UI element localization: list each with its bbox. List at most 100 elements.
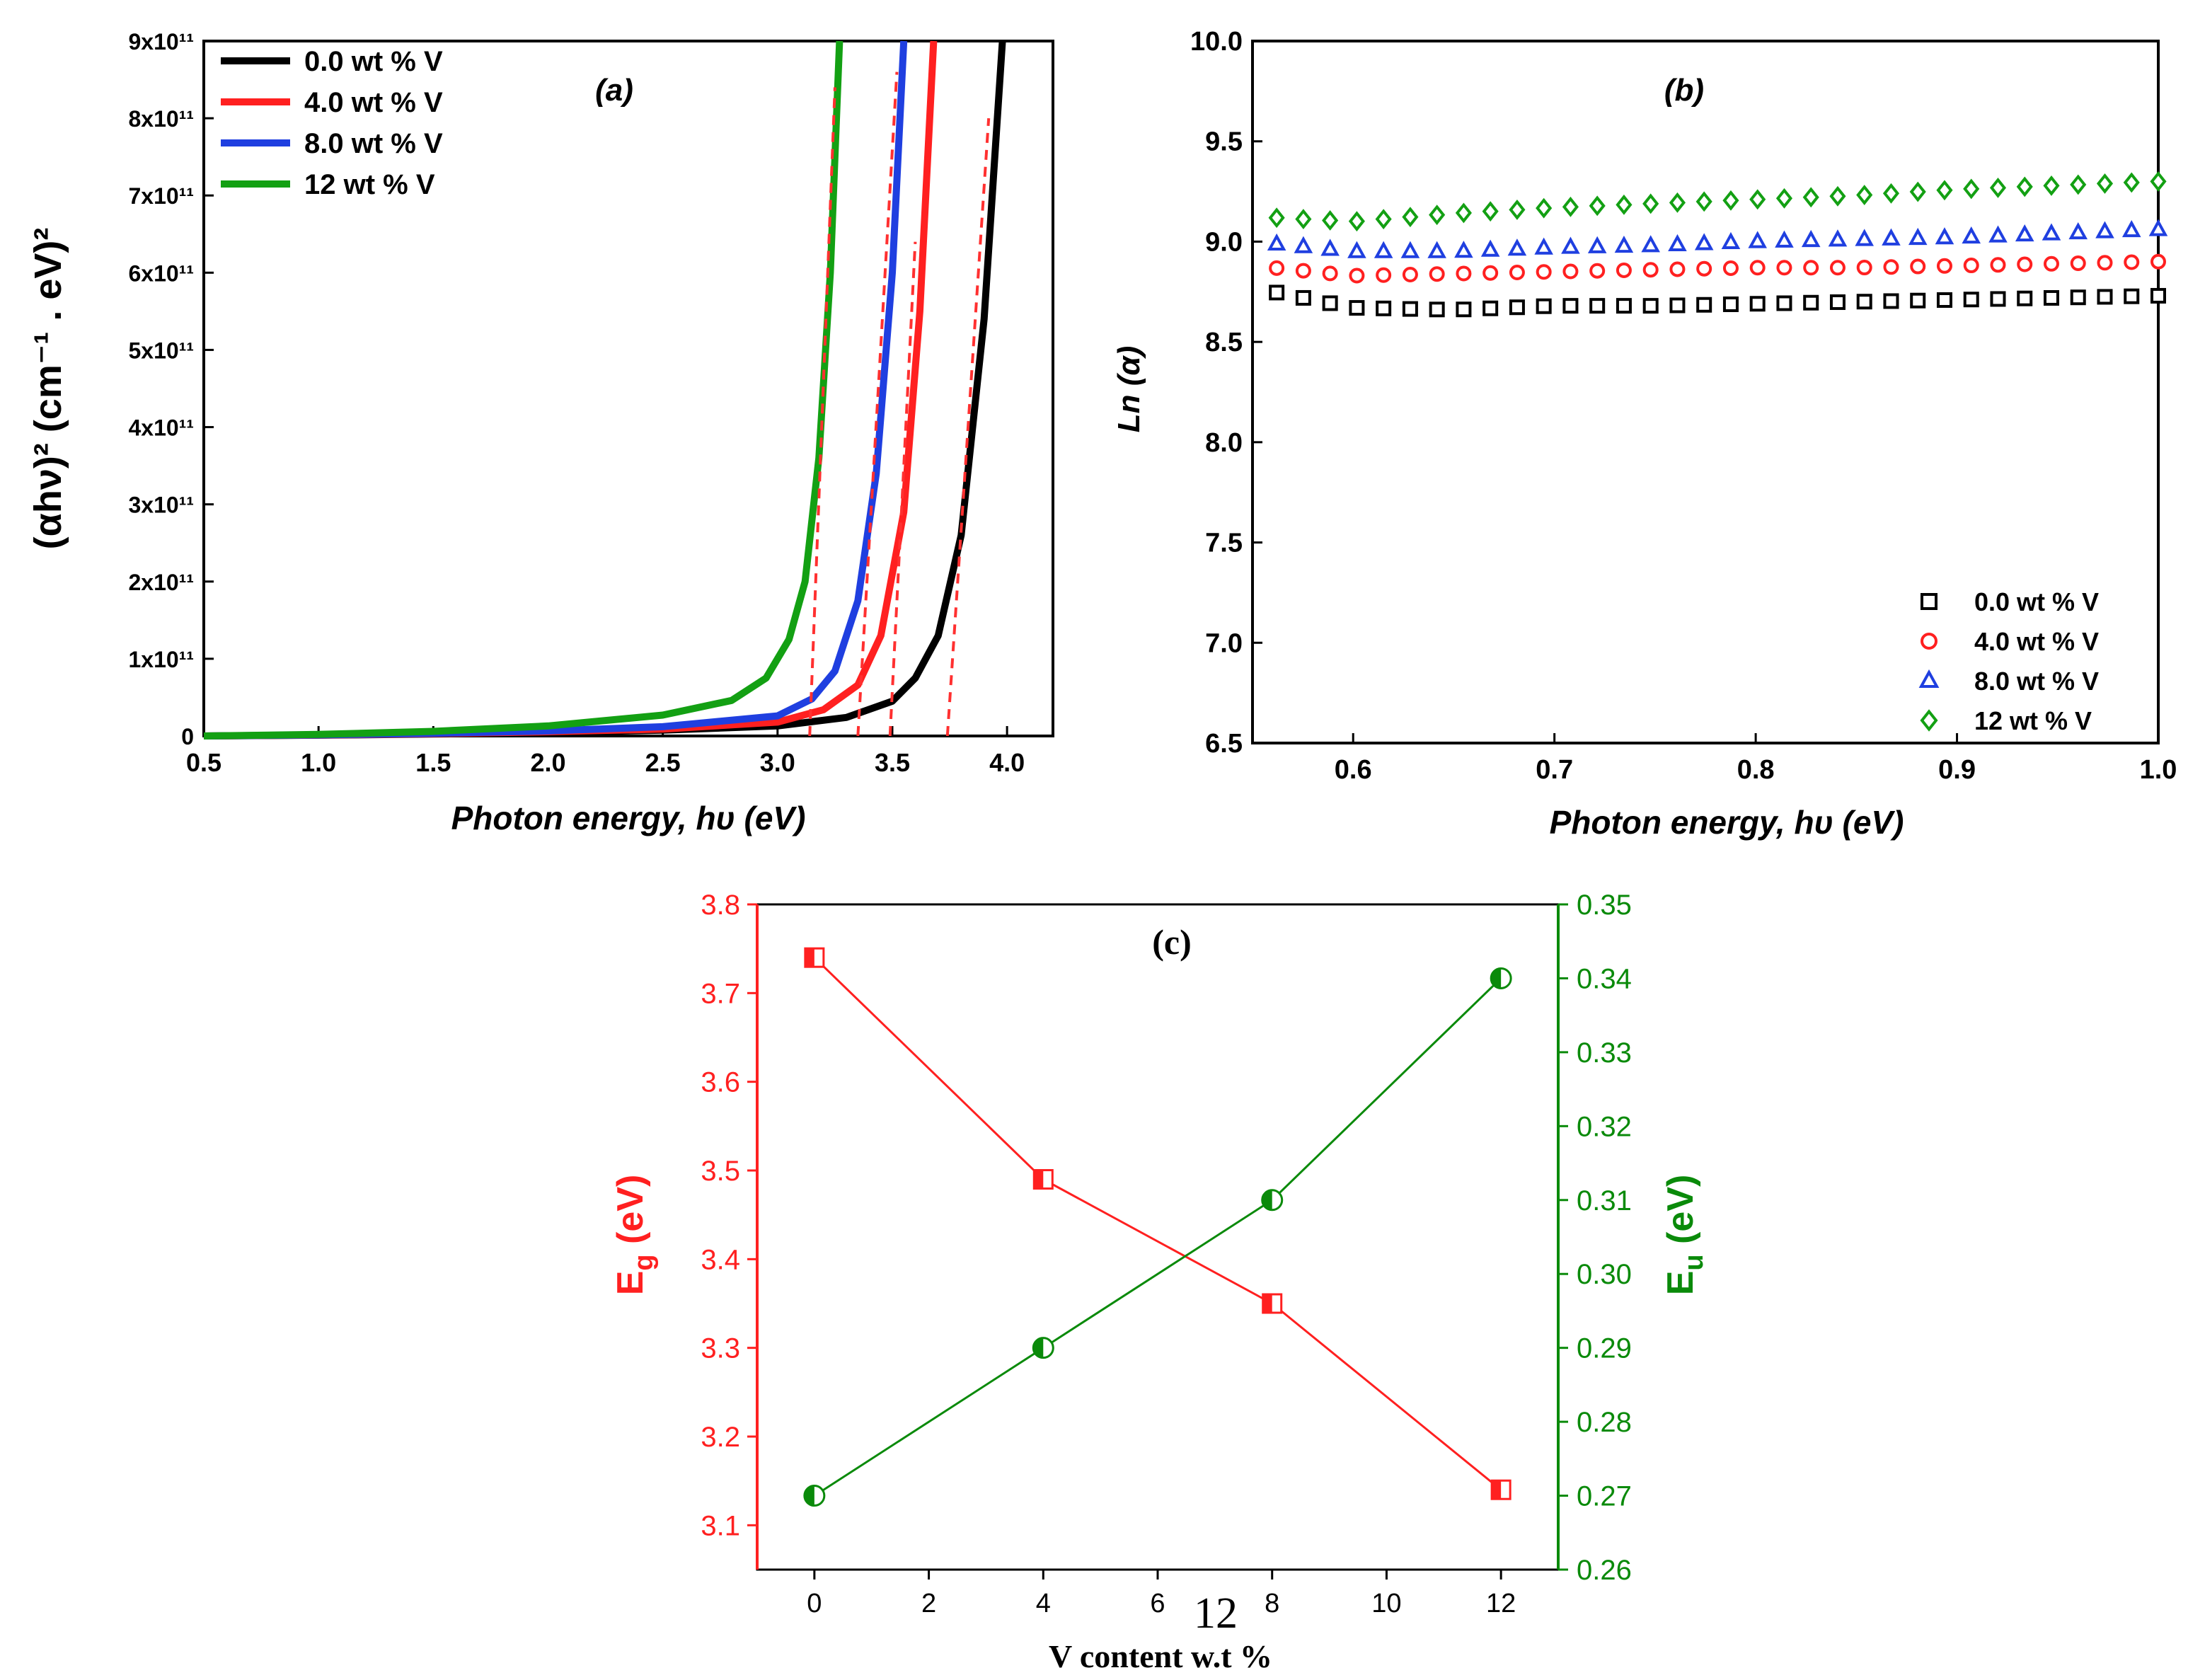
b-point-2 [1721, 231, 1741, 250]
b-point-2 [1828, 229, 1848, 247]
b-point-3 [2043, 175, 2060, 196]
a-fit-line-2 [856, 71, 899, 737]
b-point-2 [1561, 236, 1580, 254]
b-point-1 [2070, 255, 2086, 272]
b-point-3 [1749, 189, 1766, 210]
b-point-1 [2150, 253, 2166, 270]
b-point-3 [2123, 172, 2140, 193]
b-point-1 [1776, 260, 1792, 276]
b-point-2 [1882, 228, 1901, 246]
b-point-3 [1562, 196, 1579, 217]
panel-a: 0.5 1.0 1.5 2.0 2.5 3.0 3.5 4.0 0 1x10¹¹ 2x10¹¹ 3x1… [27, 29, 1054, 836]
b-xtick-label: 0.6 [1335, 755, 1372, 785]
b-point-2 [1962, 226, 1981, 244]
b-point-3 [1429, 205, 1446, 226]
b-point-1 [1722, 260, 1739, 276]
b-point-3 [1989, 177, 2007, 198]
b-point-0 [1269, 284, 1285, 301]
a-ytick-label: 1x10¹¹ [129, 647, 195, 672]
c-right-ytick-label: 0.32 [1577, 1111, 1632, 1142]
b-point-2 [2148, 219, 2168, 236]
b-point-0 [1402, 301, 1418, 317]
panel-c-right-ylabel: Eu (eV) [1660, 1175, 1709, 1296]
b-point-1 [1803, 260, 1819, 276]
c-xtick-label: 4 [1036, 1589, 1051, 1618]
b-point-3 [1963, 178, 1980, 200]
a-ytick-label: 8x10¹¹ [129, 106, 195, 132]
b-point-1 [1616, 262, 1632, 278]
c-left-ytick-label: 3.2 [701, 1422, 740, 1453]
b-ytick-label: 7.5 [1205, 529, 1243, 558]
b-xtick-label: 0.8 [1737, 755, 1775, 785]
b-point-0 [1536, 298, 1552, 314]
panel-b-legend: 0.0 wt % V 4.0 wt % V 8.0 wt % V 12 wt % V [1918, 587, 2099, 735]
b-legend-marker [1921, 633, 1937, 650]
b-point-0 [1456, 301, 1472, 318]
b-point-0 [2070, 289, 2086, 306]
b-point-0 [1349, 300, 1365, 316]
c-right-ytick-label: 0.34 [1577, 963, 1632, 994]
b-point-1 [1990, 257, 2006, 273]
b-point-1 [1429, 266, 1445, 282]
c-left-ytick-label: 3.1 [701, 1510, 740, 1541]
b-point-1 [1322, 265, 1338, 282]
b-point-3 [2096, 173, 2114, 194]
b-point-2 [1374, 241, 1393, 258]
b-point-1 [1562, 263, 1579, 280]
a-legend-label: 8.0 wt % V [304, 128, 443, 159]
c-series-line-1 [814, 977, 1502, 1497]
b-point-1 [1456, 265, 1472, 282]
b-point-0 [1749, 296, 1766, 312]
b-point-2 [2121, 219, 2141, 238]
b-point-1 [1749, 260, 1766, 276]
b-point-2 [1267, 233, 1286, 251]
b-point-1 [1669, 261, 1686, 277]
panel-a-frame [202, 40, 1054, 737]
a-ytick-label: 9x10¹¹ [129, 29, 195, 54]
b-point-1 [1963, 258, 1979, 274]
b-xtick-label: 0.7 [1536, 755, 1573, 785]
b-point-0 [1963, 292, 1979, 308]
panel-c-frame [756, 903, 1560, 1571]
c-xtick-label: 12 [1486, 1589, 1516, 1618]
b-legend-label: 0.0 wt % V [1974, 587, 2099, 616]
b-point-0 [1803, 294, 1819, 311]
panel-a-label: (a) [595, 73, 633, 108]
c-xtick-label: 2 [921, 1589, 936, 1618]
b-point-1 [1936, 258, 1952, 274]
c-right-ytick-label: 0.33 [1577, 1037, 1632, 1069]
b-point-2 [1294, 236, 1313, 253]
c-right-ytick-label: 0.28 [1577, 1407, 1632, 1438]
a-legend-label: 0.0 wt % V [304, 46, 443, 77]
b-point-0 [1562, 298, 1579, 314]
b-ytick-label: 10.0 [1190, 27, 1243, 57]
c-right-ytick-label: 0.27 [1577, 1481, 1632, 1512]
c-xtick-label: 6 [1150, 1589, 1165, 1618]
b-point-0 [1669, 297, 1686, 313]
c-right-ytick-label: 0.26 [1577, 1555, 1632, 1586]
b-point-3 [1882, 183, 1900, 204]
b-point-1 [1696, 260, 1712, 277]
b-point-3 [2016, 176, 2033, 197]
b-point-0 [1696, 297, 1712, 313]
c-eu-point [803, 1485, 826, 1507]
b-point-2 [1694, 233, 1714, 251]
b-point-2 [2068, 221, 2088, 240]
b-point-1 [1536, 264, 1552, 280]
c-left-ytick-label: 3.5 [701, 1156, 740, 1187]
b-point-1 [2124, 254, 2140, 270]
b-ytick-label: 9.5 [1205, 127, 1243, 157]
panel-a-xlabel: Photon energy, hυ (eV) [451, 800, 806, 836]
c-series-line-0 [813, 957, 1502, 1491]
b-point-3 [1856, 185, 1873, 206]
b-point-2 [1641, 235, 1660, 253]
b-point-3 [1829, 185, 1846, 207]
c-right-ytick-label: 0.29 [1577, 1333, 1632, 1364]
b-ytick-label: 7.0 [1205, 628, 1243, 658]
b-ytick-label: 8.0 [1205, 428, 1243, 458]
b-point-1 [1829, 260, 1846, 276]
a-ytick-label: 6x10¹¹ [129, 260, 195, 286]
b-point-1 [1295, 263, 1311, 279]
c-xtick-label: 10 [1371, 1589, 1401, 1618]
a-ytick-label: 5x10¹¹ [129, 338, 195, 363]
